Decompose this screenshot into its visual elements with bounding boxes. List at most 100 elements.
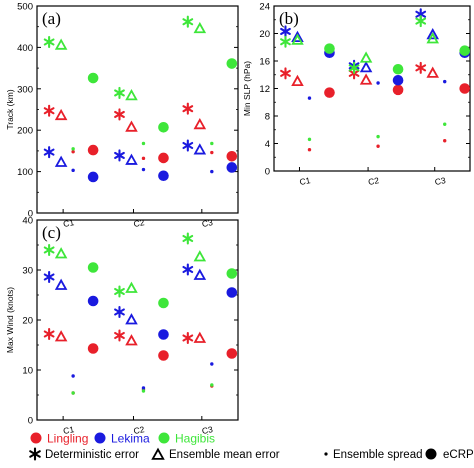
lingling-ensemble-spread-marker — [443, 139, 447, 143]
lekima-ensemble-spread-marker — [307, 96, 312, 100]
y-tick-label: 4 — [265, 139, 270, 150]
hagibis-ensemble-spread-marker — [71, 147, 75, 151]
panel-2: 0 4 8 12 16 20 24 Min SLP (hPa) (b) C1 C2 C3 — [242, 2, 471, 187]
y-axis-label: Track (km) — [5, 89, 15, 129]
lekima-ensemble-mean-error-marker — [193, 143, 207, 155]
lekima-ensemble-mean-error-marker — [125, 153, 138, 165]
lekima-ensemble-mean-error-marker — [125, 313, 138, 325]
lekima-ensemble-spread-marker — [141, 386, 146, 390]
y-tick-label: 16 — [259, 57, 270, 68]
lingling-ensemble-spread-marker — [210, 150, 214, 155]
lekima-deterministic-error-marker — [114, 149, 125, 162]
lingling-deterministic-error-marker — [280, 67, 291, 80]
lingling-ecrps-marker — [226, 348, 238, 359]
y-tick-label: 20 — [259, 29, 270, 40]
lingling-ensemble-mean-error-marker — [125, 334, 138, 346]
hagibis-deterministic-error-marker — [182, 232, 194, 245]
panel-label: (a) — [42, 9, 61, 28]
hagibis-deterministic-error-marker — [43, 35, 55, 49]
lekima-ensemble-mean-error-marker — [291, 30, 304, 43]
y-tick-label: 12 — [259, 84, 270, 95]
hagibis-ensemble-spread-marker — [307, 137, 312, 142]
lekima-ensemble-spread-marker — [376, 81, 380, 85]
lekima-deterministic-error-marker — [280, 25, 291, 38]
x-tick-label: C1 — [62, 424, 75, 436]
lingling-ecrps-marker — [324, 87, 335, 98]
legend-ensemble-spread-label: Ensemble spread — [333, 449, 423, 461]
lingling-ensemble-mean-error-marker — [54, 108, 68, 121]
hagibis-deterministic-error-marker — [280, 35, 291, 48]
x-tick-label: C1 — [299, 175, 312, 187]
lekima-deterministic-error-marker — [43, 146, 55, 159]
y-tick-label: 10 — [22, 366, 33, 377]
lekima-ecrps-marker — [158, 170, 169, 182]
legend: Lingling Lekima Hagibis Deterministic error… — [29, 432, 474, 461]
y-tick-label: 24 — [259, 2, 270, 13]
legend-lekima-label: Lekima — [111, 432, 150, 446]
hagibis-ensemble-spread-marker — [443, 122, 447, 126]
y-tick-label: 30 — [22, 266, 33, 277]
hagibis-ensemble-spread-marker — [71, 391, 75, 395]
lingling-ensemble-spread-marker — [376, 144, 380, 148]
lingling-deterministic-error-marker — [43, 104, 55, 117]
hagibis-ecrps-marker — [226, 58, 238, 69]
lingling-deterministic-error-marker — [182, 102, 194, 115]
plot-frame — [36, 5, 239, 214]
hagibis-ecrps-marker — [226, 268, 238, 279]
y-tick-label: 0 — [28, 209, 33, 220]
lingling-ecrps-marker — [459, 83, 471, 94]
panel-label: (c) — [42, 223, 61, 242]
y-tick-label: 0 — [265, 167, 270, 178]
y-tick-label: 100 — [17, 167, 33, 178]
hagibis-ensemble-mean-error-marker — [54, 38, 68, 50]
x-tick-label: C3 — [201, 424, 214, 436]
y-tick-label: 500 — [17, 2, 33, 13]
x-tick-label: C2 — [133, 424, 146, 436]
y-tick-label: 40 — [22, 216, 33, 227]
panel-1: 0 100 200 300 400 500 Track (km) (a) C1 C2 C3 — [5, 2, 239, 229]
hagibis-ecrps-marker — [158, 297, 169, 309]
x-tick-label: C1 — [62, 217, 75, 229]
lingling-deterministic-error-marker — [114, 108, 125, 121]
hagibis-ensemble-spread-marker — [141, 389, 146, 393]
hagibis-ecrps-marker — [87, 262, 99, 273]
panel-label: (b) — [279, 9, 299, 28]
x-tick-label: C3 — [434, 175, 447, 187]
legend-ecrps-label: eCRPS — [443, 449, 474, 461]
plot-frame — [36, 219, 239, 421]
lingling-deterministic-error-marker — [415, 61, 427, 74]
legend-ecrps-symbol — [425, 448, 437, 460]
hagibis-ecrps-marker — [158, 122, 169, 133]
hagibis-deterministic-error-marker — [114, 86, 125, 99]
lingling-ensemble-mean-error-marker — [291, 74, 304, 87]
legend-lingling-label: Lingling — [47, 432, 88, 446]
hagibis-ensemble-spread-marker — [141, 141, 146, 146]
lekima-deterministic-error-marker — [182, 263, 194, 276]
lingling-ensemble-mean-error-marker — [359, 73, 373, 85]
y-tick-label: 400 — [17, 43, 33, 54]
legend-lekima-dot — [94, 432, 106, 444]
x-tick-label: C3 — [201, 217, 214, 229]
lingling-ecrps-marker — [87, 144, 99, 156]
lekima-ecrps-marker — [226, 162, 238, 173]
hagibis-ensemble-mean-error-marker — [125, 88, 138, 101]
x-tick-label: C2 — [367, 175, 380, 187]
hagibis-ensemble-mean-error-marker — [125, 281, 138, 293]
hagibis-ecrps-marker — [324, 43, 335, 54]
y-tick-label: 300 — [17, 84, 33, 95]
lingling-ecrps-marker — [87, 343, 99, 354]
lingling-ensemble-spread-marker — [307, 147, 312, 152]
legend-hagibis-label: Hagibis — [175, 432, 215, 446]
hagibis-deterministic-error-marker — [415, 15, 427, 28]
hagibis-ensemble-spread-marker — [210, 383, 214, 387]
y-tick-label: 200 — [17, 126, 33, 137]
lekima-ecrps-marker — [392, 74, 404, 86]
lekima-ensemble-mean-error-marker — [54, 278, 68, 290]
hagibis-ecrps-marker — [459, 45, 471, 56]
hagibis-deterministic-error-marker — [43, 243, 55, 257]
legend-ensemble-spread-symbol — [324, 452, 328, 456]
lekima-ensemble-spread-marker — [443, 79, 447, 84]
hagibis-ensemble-mean-error-marker — [426, 32, 440, 44]
lekima-deterministic-error-marker — [182, 139, 194, 152]
